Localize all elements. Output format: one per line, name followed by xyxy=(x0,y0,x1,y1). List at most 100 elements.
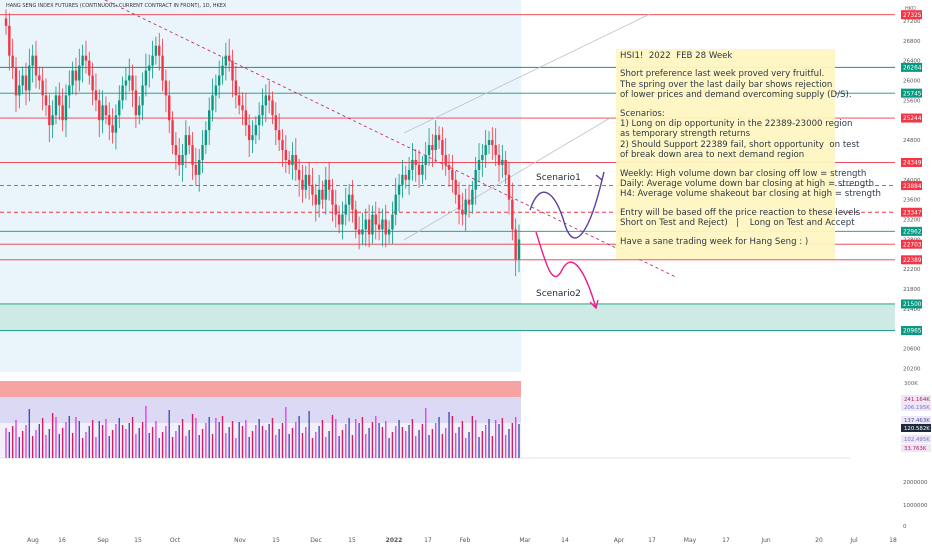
candle-body xyxy=(261,105,264,116)
price-tick-label: 22200 xyxy=(903,267,921,273)
candle-body xyxy=(451,169,454,180)
time-axis-label: Mar xyxy=(519,537,531,544)
candle-body xyxy=(377,224,381,230)
note-line: Daily: Average volume down bar closing a… xyxy=(620,179,875,190)
candle-body xyxy=(114,115,118,133)
level-tag xyxy=(901,157,922,167)
candle-body xyxy=(4,18,8,26)
volume-tick-label: 241.164K xyxy=(904,397,930,403)
price-tick-label: 21800 xyxy=(903,287,921,293)
candle-body xyxy=(461,209,464,215)
candle-body xyxy=(134,90,138,116)
candle-body xyxy=(307,174,311,185)
candle-body xyxy=(221,65,224,76)
note-line: of lower prices and demand overcoming su… xyxy=(620,90,852,101)
candle-body xyxy=(64,95,68,121)
price-axis: HKD2720026800264002600025600252002480024… xyxy=(901,6,931,530)
note-line: as temporary strength returns xyxy=(620,129,751,140)
level-tag-label: 26264 xyxy=(903,66,922,72)
candle-body xyxy=(281,140,284,151)
candle-body xyxy=(354,209,357,230)
candle-body xyxy=(267,95,271,101)
price-tick-label: 24800 xyxy=(903,138,921,144)
time-axis-label: Feb xyxy=(460,537,471,544)
time-axis-label: Dec xyxy=(310,537,322,544)
candle-body xyxy=(324,179,327,200)
note-line: of break down area to next demand region xyxy=(620,150,805,161)
price-tick-label: 26800 xyxy=(903,39,921,45)
candle-body xyxy=(501,159,504,165)
time-axis-label: Jun xyxy=(760,537,771,544)
candle-body xyxy=(511,199,514,230)
note-line: H4: Average volume shakeout bar closing … xyxy=(620,189,881,200)
candle-body xyxy=(61,105,64,121)
level-tag xyxy=(901,299,922,309)
time-axis-label: Aug xyxy=(27,537,39,544)
time-axis-label: Oct xyxy=(170,537,181,544)
volume-tick-label: 33.763K xyxy=(904,446,927,452)
candle-body xyxy=(208,110,211,131)
candle-body xyxy=(311,184,314,195)
level-tag-label: 25244 xyxy=(903,116,922,122)
level-tag xyxy=(901,239,922,249)
candle-body xyxy=(464,199,467,215)
candle-body xyxy=(74,70,78,81)
currency-label: HKD xyxy=(905,6,916,12)
candle-body xyxy=(477,159,481,170)
note-line: The spring over the last daily bar shows… xyxy=(620,79,833,90)
level-tag-label: 23884 xyxy=(903,184,922,190)
candle-body xyxy=(367,219,371,235)
level-tag xyxy=(901,207,922,217)
candle-body xyxy=(217,75,221,86)
candle-body xyxy=(264,95,268,106)
candle-body xyxy=(507,174,511,200)
candle-body xyxy=(128,75,131,81)
candle-body xyxy=(371,214,374,235)
volume-tag xyxy=(901,444,931,452)
candle-body xyxy=(28,65,31,91)
candle-body xyxy=(91,75,94,91)
candle-body xyxy=(414,159,417,165)
price-tick-label: 27200 xyxy=(903,19,921,25)
volume-tag xyxy=(901,403,931,411)
candle-body xyxy=(171,120,174,146)
candle-body xyxy=(384,219,387,235)
candle-body xyxy=(467,199,471,205)
candle-body xyxy=(431,145,434,151)
candle-body xyxy=(178,154,181,165)
time-axis-label: 15 xyxy=(272,537,280,544)
time-axis-label: 15 xyxy=(134,537,142,544)
candle-body xyxy=(337,214,341,225)
candle-body xyxy=(404,174,407,180)
candle-body xyxy=(327,179,331,190)
candle-body xyxy=(517,239,521,260)
candle-body xyxy=(411,159,414,170)
price-tick-label: 26400 xyxy=(903,59,921,65)
volume-tag xyxy=(901,435,931,443)
candle-body xyxy=(351,194,354,210)
time-axis-label: 18 xyxy=(889,537,897,544)
level-tag-label: 21500 xyxy=(903,302,922,308)
candle-body xyxy=(497,154,501,165)
candle-body xyxy=(457,194,461,210)
volume-tick-label: 102.495K xyxy=(904,437,930,443)
volume-axis-label: 2000000 xyxy=(903,480,928,486)
time-axis-label: 20 xyxy=(815,537,823,544)
time-axis-label: Sep xyxy=(97,537,109,544)
candle-body xyxy=(154,45,158,56)
candle-body xyxy=(214,85,218,96)
time-axis-label: 14 xyxy=(561,537,569,544)
candle-body xyxy=(301,179,304,190)
candle-body xyxy=(71,70,74,86)
candle-body xyxy=(341,214,344,225)
scenario2-label: Scenario2 xyxy=(536,289,581,299)
price-tick-label: 24000 xyxy=(903,178,921,184)
candle-body xyxy=(188,135,191,146)
candle-body xyxy=(291,154,294,165)
scenario1-arrow-icon xyxy=(595,171,605,182)
level-tag-label: 23347 xyxy=(903,210,922,216)
candle-body xyxy=(161,55,164,81)
scenario1-label: Scenario1 xyxy=(536,173,581,183)
candle-body xyxy=(78,65,81,81)
candle-body xyxy=(104,105,108,116)
